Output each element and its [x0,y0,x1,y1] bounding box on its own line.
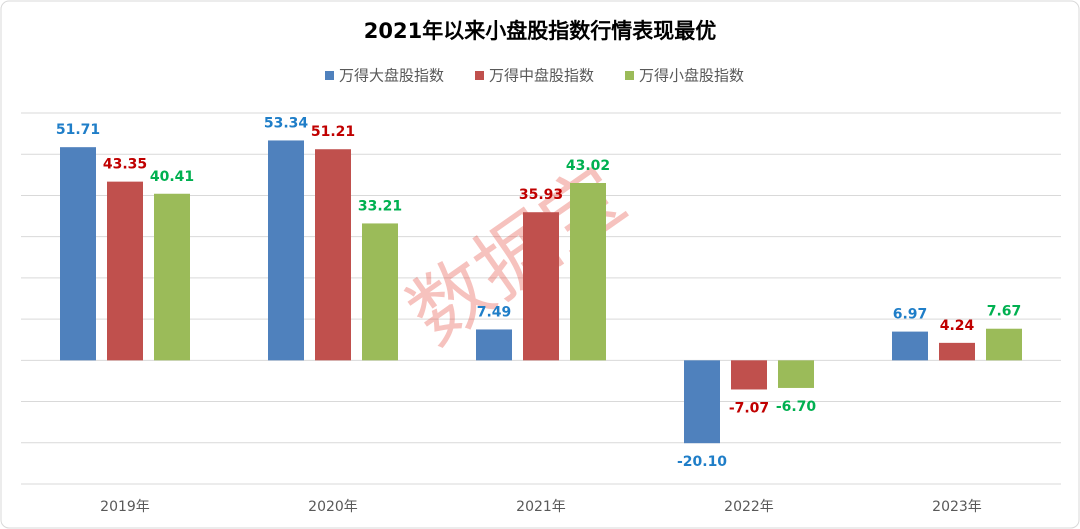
data-label: 40.41 [150,169,194,185]
data-label: -20.10 [677,454,727,470]
bar [60,147,96,361]
bar [154,193,190,361]
bar [268,140,304,361]
data-label: 53.34 [264,115,309,131]
data-label: -7.07 [729,400,769,416]
data-label: 7.67 [987,304,1022,320]
legend-swatch [625,71,634,80]
bar [570,182,606,361]
data-label: 35.93 [519,187,563,203]
bar [892,331,928,361]
legend-label: 万得小盘股指数 [639,67,744,85]
x-tick-label: 2023年 [932,499,982,515]
data-label: 51.71 [56,122,100,138]
bar [523,212,559,361]
data-label: 7.49 [477,304,512,320]
legend-swatch [325,71,334,80]
bar [986,328,1022,361]
data-label: 43.35 [103,157,147,173]
x-tick-label: 2021年 [516,499,566,515]
data-label: 33.21 [358,198,402,214]
bar [107,181,143,361]
data-label: 6.97 [893,307,928,323]
bar [476,329,512,361]
chart-title: 2021年以来小盘股指数行情表现最优 [364,19,716,43]
bar [778,360,814,388]
bar [315,149,351,361]
legend-swatch [475,71,484,80]
x-tick-label: 2020年 [308,499,358,515]
data-label: -6.70 [776,399,817,415]
bar [731,360,767,390]
data-label: 51.21 [311,124,355,140]
bar [684,360,720,444]
legend-label: 万得中盘股指数 [489,67,594,85]
x-tick-label: 2022年 [724,499,774,515]
legend-label: 万得大盘股指数 [339,67,444,85]
data-label: 43.02 [566,158,610,174]
data-label: 4.24 [940,318,975,334]
x-tick-label: 2019年 [100,499,150,515]
bar [362,223,398,361]
bar [939,342,975,361]
